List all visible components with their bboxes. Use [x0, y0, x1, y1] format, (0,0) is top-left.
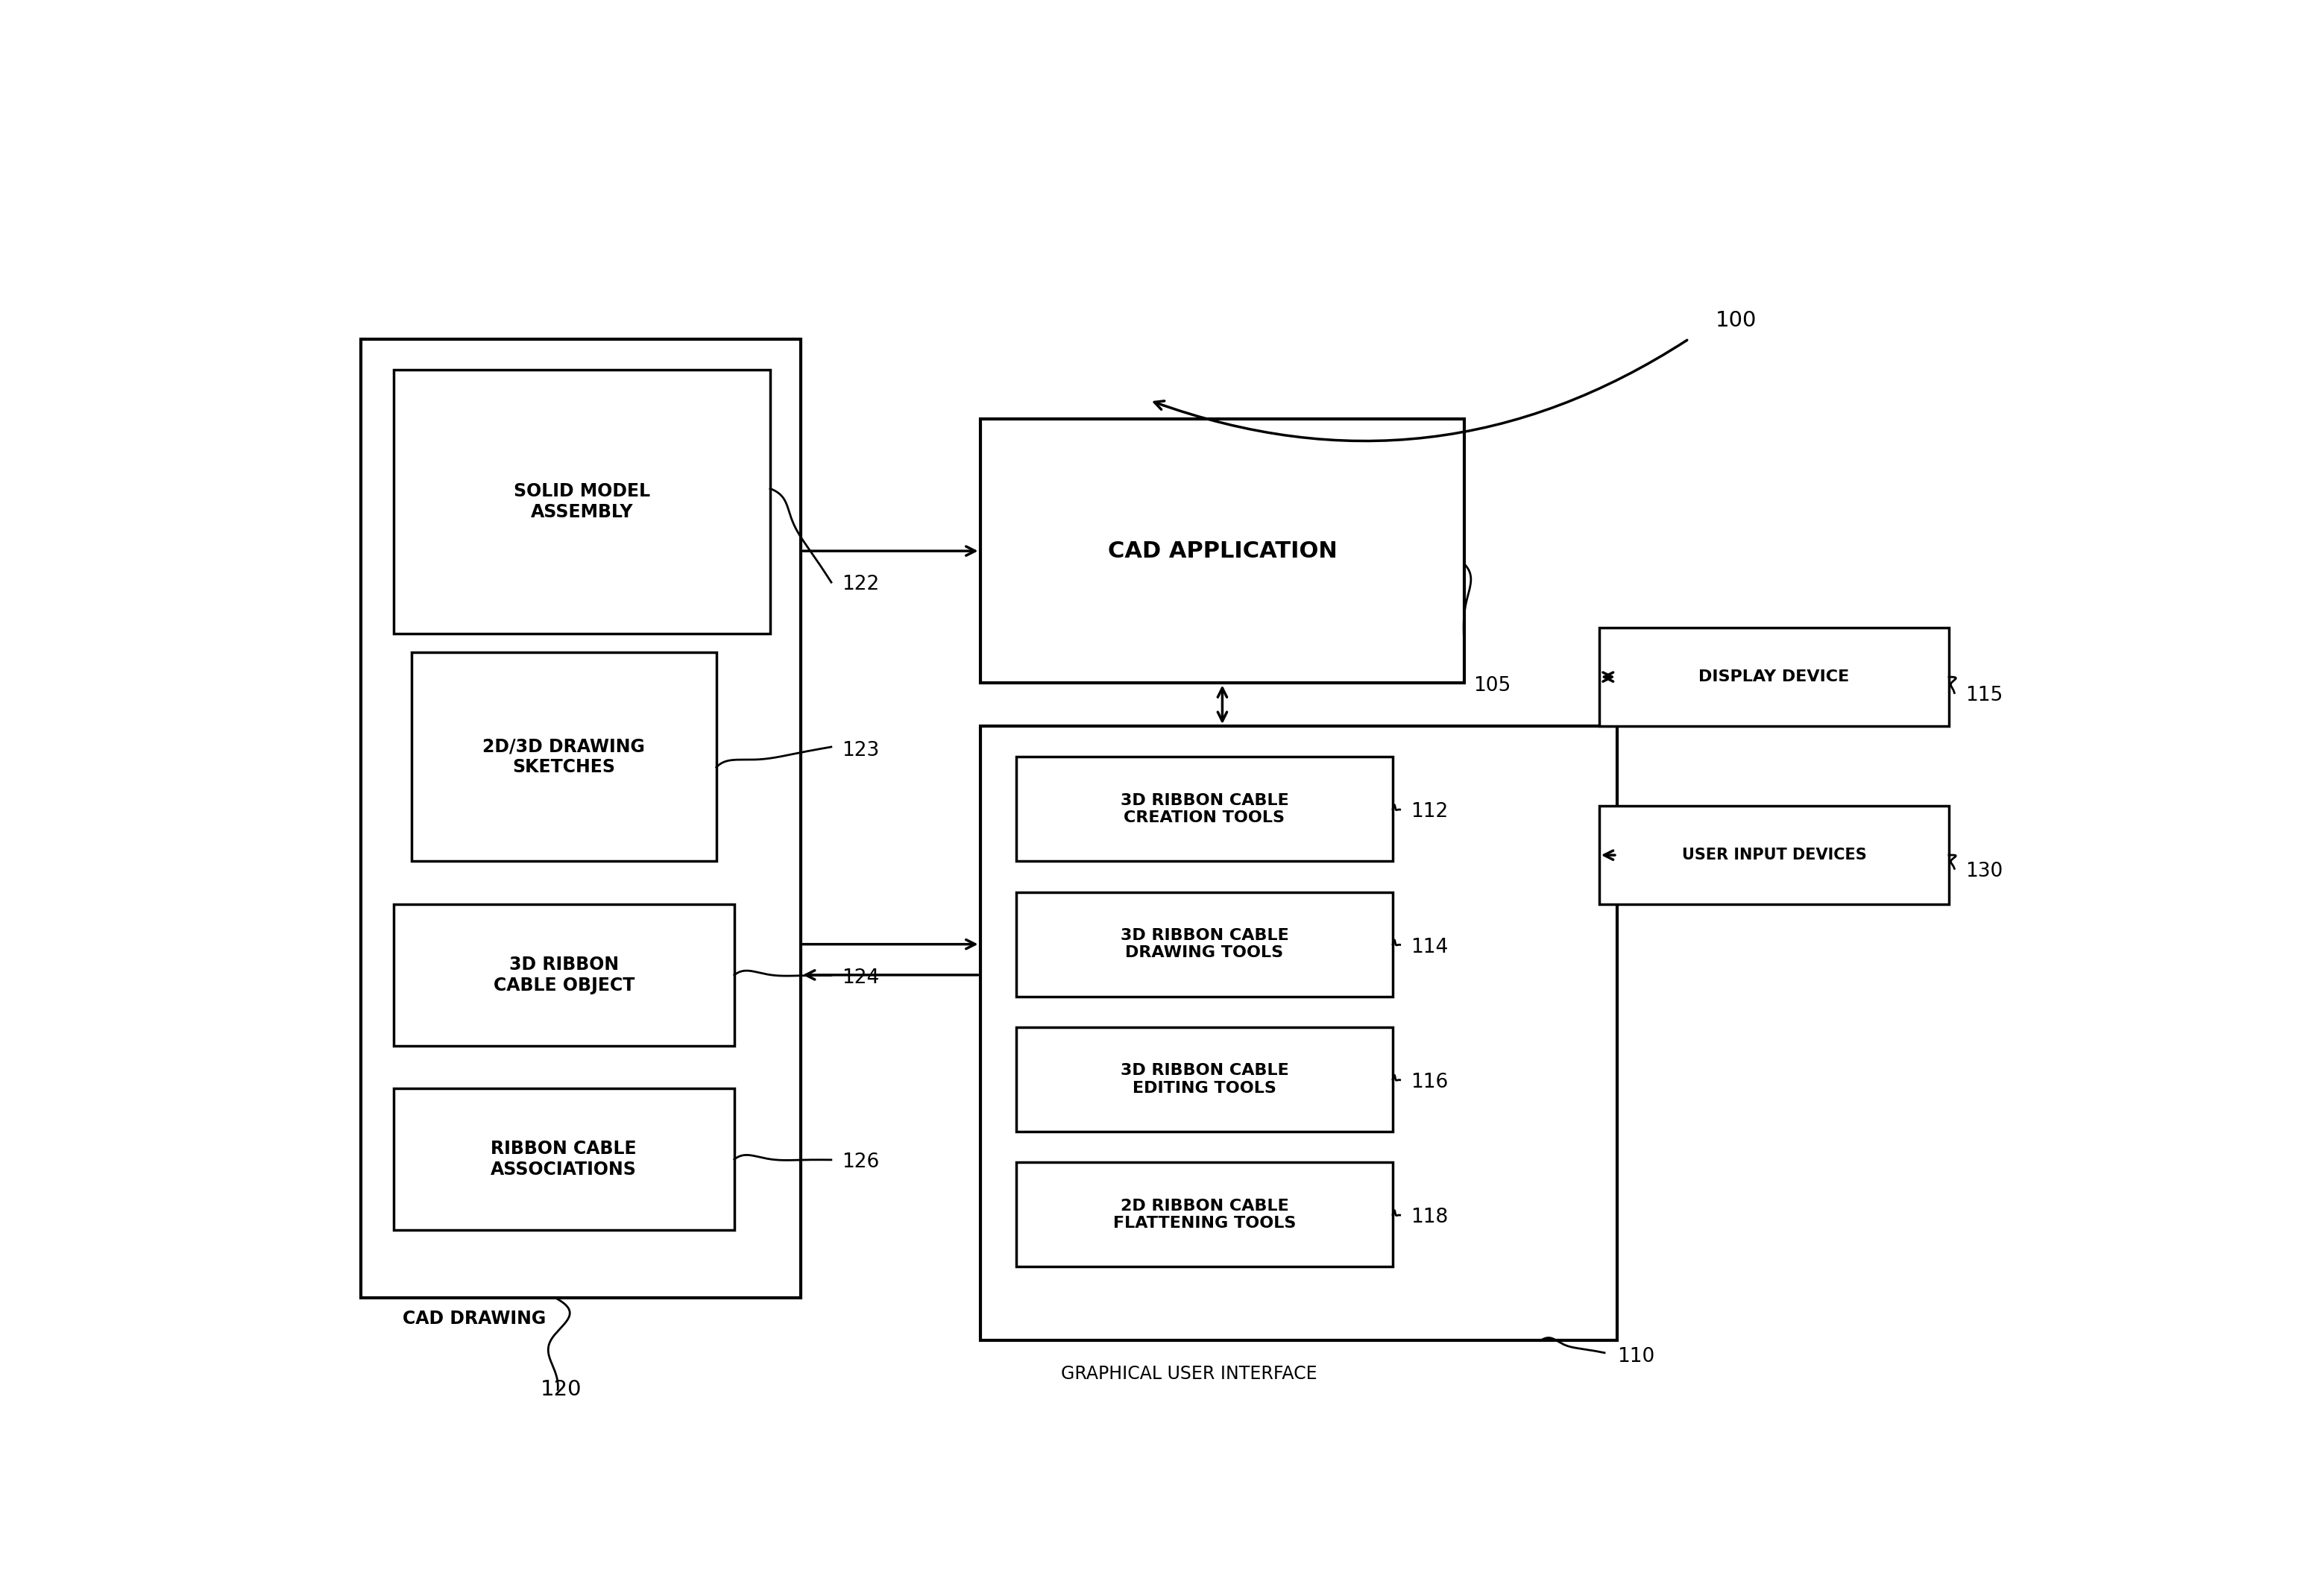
Text: 126: 126	[843, 1152, 880, 1171]
FancyBboxPatch shape	[1016, 1162, 1394, 1267]
FancyBboxPatch shape	[979, 726, 1616, 1341]
Text: 2D RIBBON CABLE
FLATTENING TOOLS: 2D RIBBON CABLE FLATTENING TOOLS	[1114, 1199, 1296, 1231]
Text: 105: 105	[1475, 675, 1512, 696]
Text: 130: 130	[1965, 862, 2002, 881]
Text: 124: 124	[843, 969, 880, 988]
Text: 116: 116	[1410, 1073, 1449, 1092]
FancyBboxPatch shape	[1600, 627, 1949, 726]
Text: GRAPHICAL USER INTERFACE: GRAPHICAL USER INTERFACE	[1060, 1365, 1317, 1382]
FancyBboxPatch shape	[979, 418, 1465, 683]
Text: 100: 100	[1715, 310, 1757, 330]
Text: 122: 122	[843, 575, 880, 594]
Text: USER INPUT DEVICES: USER INPUT DEVICES	[1681, 847, 1866, 862]
FancyBboxPatch shape	[1016, 892, 1394, 996]
Text: DISPLAY DEVICE: DISPLAY DEVICE	[1699, 669, 1850, 685]
FancyBboxPatch shape	[394, 370, 771, 634]
Text: 110: 110	[1616, 1347, 1655, 1366]
FancyBboxPatch shape	[1600, 806, 1949, 905]
FancyBboxPatch shape	[361, 338, 801, 1298]
Text: 123: 123	[843, 741, 880, 760]
Text: 3D RIBBON CABLE
DRAWING TOOLS: 3D RIBBON CABLE DRAWING TOOLS	[1120, 929, 1289, 961]
Text: 115: 115	[1965, 686, 2002, 705]
FancyBboxPatch shape	[394, 905, 734, 1045]
Text: 3D RIBBON CABLE
CREATION TOOLS: 3D RIBBON CABLE CREATION TOOLS	[1120, 793, 1289, 825]
Text: 3D RIBBON CABLE
EDITING TOOLS: 3D RIBBON CABLE EDITING TOOLS	[1120, 1063, 1289, 1095]
Text: CAD APPLICATION: CAD APPLICATION	[1107, 539, 1338, 562]
Text: 112: 112	[1410, 803, 1449, 822]
Text: CAD DRAWING: CAD DRAWING	[403, 1309, 546, 1328]
FancyBboxPatch shape	[412, 653, 715, 862]
Text: SOLID MODEL
ASSEMBLY: SOLID MODEL ASSEMBLY	[514, 482, 651, 522]
Text: 120: 120	[542, 1379, 581, 1400]
Text: 2D/3D DRAWING
SKETCHES: 2D/3D DRAWING SKETCHES	[482, 737, 646, 776]
Text: 3D RIBBON
CABLE OBJECT: 3D RIBBON CABLE OBJECT	[493, 956, 634, 994]
FancyBboxPatch shape	[394, 1088, 734, 1231]
FancyBboxPatch shape	[1016, 757, 1394, 862]
Text: 114: 114	[1410, 937, 1449, 958]
Text: 118: 118	[1410, 1208, 1449, 1227]
FancyBboxPatch shape	[1016, 1028, 1394, 1132]
Text: RIBBON CABLE
ASSOCIATIONS: RIBBON CABLE ASSOCIATIONS	[491, 1140, 637, 1178]
